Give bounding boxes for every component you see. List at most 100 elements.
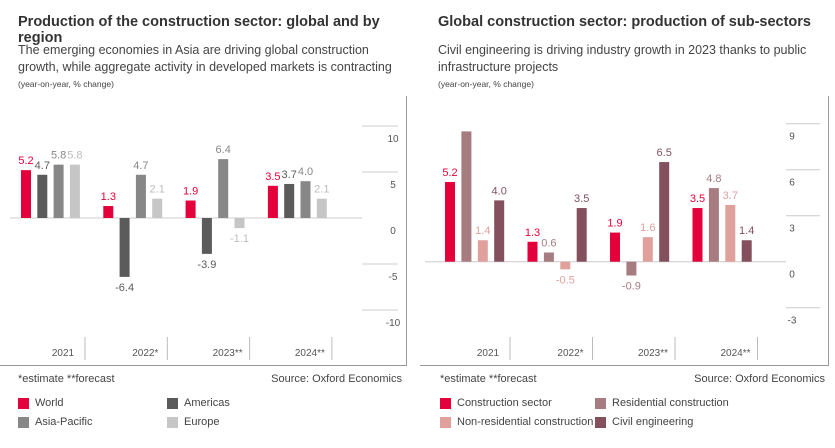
legend-item: Asia-Pacific: [18, 416, 92, 428]
y-tick-label: 10: [387, 134, 399, 145]
bar-civil-engineering: [494, 200, 505, 262]
bar-non-residential-construction: [477, 240, 488, 262]
legend-item: Europe: [167, 416, 219, 428]
data-label: 4.7: [133, 160, 148, 172]
y-tick-label: -10: [386, 318, 401, 329]
data-label: -0.5: [556, 274, 575, 286]
chart-subtitle: Civil engineering is driving industry gr…: [438, 43, 807, 74]
y-tick-label: 0: [789, 270, 795, 281]
chart-panel-regions: Production of the construction sector: g…: [0, 0, 415, 448]
data-label: 3.5: [265, 171, 280, 183]
bar-asia-pacific: [53, 164, 64, 218]
data-label: 1.3: [101, 191, 116, 203]
chart-panel-subsectors: Global construction sector: production o…: [420, 0, 835, 448]
legend-label: Asia-Pacific: [35, 416, 93, 428]
bar-construction-sector: [445, 181, 455, 262]
bar-asia-pacific: [135, 174, 146, 218]
data-label: 6.4: [216, 144, 231, 156]
legend-item: World: [18, 397, 64, 409]
bar-construction-sector: [527, 241, 538, 262]
legend-swatch: [595, 416, 606, 428]
bar-residential-construction: [626, 261, 637, 276]
y-tick-label: 5: [390, 180, 396, 191]
data-label: 0.6: [541, 238, 556, 250]
legend-label: Construction sector: [457, 397, 552, 409]
bar-world: [185, 200, 196, 218]
legend-label: World: [35, 397, 64, 409]
data-label: 1.6: [640, 222, 655, 234]
bar-americas: [284, 183, 295, 218]
legend-swatch: [18, 416, 29, 428]
unit-note: (year-on-year, % change): [18, 79, 114, 89]
bar-world: [103, 206, 114, 218]
bar-world: [21, 170, 31, 218]
data-label: 6.5: [657, 147, 672, 159]
x-tick-label: 2024**: [720, 348, 750, 359]
bar-civil-engineering: [576, 208, 587, 262]
bar-europe: [69, 164, 80, 218]
data-label: 1.3: [525, 227, 540, 239]
data-label: 1.9: [183, 186, 198, 198]
data-label: 5.8: [51, 150, 66, 162]
y-tick-label: 6: [789, 178, 795, 189]
bar-americas: [37, 174, 48, 218]
bar-residential-construction: [543, 252, 554, 262]
data-label: 3.7: [723, 190, 738, 202]
x-tick-label: 2021: [52, 348, 75, 359]
legend-item: Residential construction: [595, 397, 729, 409]
legend-swatch: [595, 397, 606, 409]
chart-subtitle: The emerging economies in Asia are drivi…: [18, 43, 392, 74]
legend-label: Americas: [184, 397, 230, 409]
data-label: 1.9: [607, 218, 622, 230]
bar-americas: [119, 218, 130, 277]
legend-swatch: [440, 397, 451, 409]
source: Source: Oxford Economics: [694, 373, 825, 385]
data-label: -6.4: [115, 282, 134, 294]
legend-label: Europe: [184, 416, 220, 428]
bar-residential-construction: [461, 131, 472, 262]
bar-chart: 9 6 3 0 -3 2021 5.2 1.4 4.0 2022* 1.30.6 -0.5 3.5 202…: [425, 123, 820, 360]
bar-construction-sector: [610, 232, 620, 262]
bar-non-residential-construction: [560, 261, 571, 270]
unit-note: (year-on-year, % change): [438, 79, 534, 89]
data-label: 5.2: [442, 167, 457, 179]
y-tick-label: 0: [390, 226, 396, 237]
bar-civil-engineering: [659, 162, 670, 262]
legend-swatch: [440, 416, 451, 428]
bar-non-residential-construction: [725, 204, 736, 262]
y-tick-label: 9: [789, 132, 795, 143]
footnote: *estimate **forecast: [18, 373, 115, 385]
x-tick-label: 2021: [477, 348, 500, 359]
data-label: -1.1: [230, 233, 249, 245]
bar-residential-construction: [708, 188, 719, 262]
data-label: 2.1: [150, 184, 165, 196]
legend-swatch: [167, 416, 178, 428]
footnote: *estimate **forecast: [440, 373, 537, 385]
data-label: 1.4: [475, 225, 490, 237]
chart-title: Production of the construction sector: g…: [18, 14, 380, 46]
bar-europe: [152, 198, 163, 218]
bar-europe: [316, 198, 327, 218]
chart-frame: [0, 96, 407, 366]
data-label: 4.8: [706, 173, 721, 185]
x-tick-label: 2024**: [295, 348, 325, 359]
data-label: 3.5: [690, 193, 705, 205]
legend-label: Residential construction: [612, 397, 729, 409]
x-tick-label: 2022*: [557, 348, 583, 359]
legend-swatch: [18, 397, 29, 409]
data-label: 4.7: [35, 160, 50, 172]
data-label: 4.0: [298, 166, 313, 178]
x-tick-label: 2023**: [213, 348, 243, 359]
legend-item: Construction sector: [440, 397, 552, 409]
data-label: 1.4: [739, 225, 754, 237]
source: Source: Oxford Economics: [271, 373, 402, 385]
bar-construction-sector: [692, 208, 703, 262]
bar-americas: [201, 218, 212, 254]
legend-item: Americas: [167, 397, 230, 409]
bar-asia-pacific: [300, 181, 311, 218]
bar-asia-pacific: [218, 159, 229, 218]
y-tick-label: -5: [389, 272, 398, 283]
data-label: 4.0: [492, 185, 507, 197]
bar-world: [267, 185, 278, 218]
